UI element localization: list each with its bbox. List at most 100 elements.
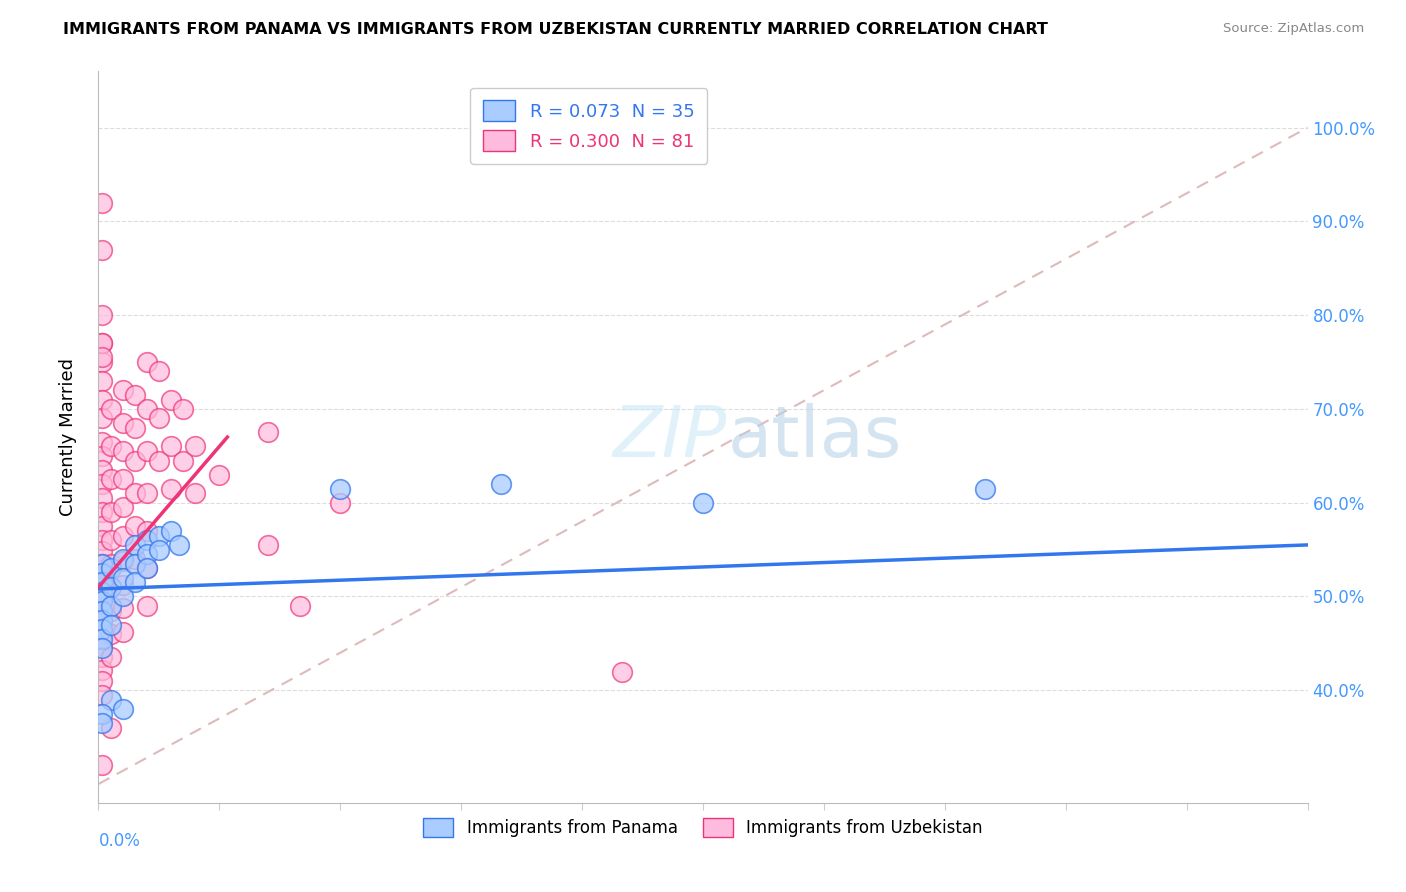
Point (91, 336, 114, 351)
Point (111, 383, 134, 397)
Point (256, 425, 278, 440)
Point (91, 374, 114, 388)
Point (256, 538, 278, 552)
Point (100, 561, 122, 575)
Point (124, 575, 146, 590)
Point (111, 528, 134, 542)
Point (91, 603, 114, 617)
Point (91, 544, 114, 558)
Point (111, 552, 134, 566)
Point (100, 580, 122, 594)
Point (100, 721, 122, 735)
Point (167, 538, 190, 552)
Point (135, 355, 157, 369)
Point (100, 505, 122, 519)
Point (124, 453, 146, 467)
Point (91, 632, 114, 646)
Point (91, 594, 114, 608)
Text: atlas: atlas (727, 402, 901, 472)
Point (91, 463, 114, 477)
Point (91, 591, 114, 606)
Point (111, 416, 134, 430)
Point (974, 482, 997, 496)
Point (91, 477, 114, 491)
Point (100, 440, 122, 454)
Point (91, 243, 114, 257)
Point (135, 401, 157, 416)
Point (124, 420, 146, 434)
Text: Source: ZipAtlas.com: Source: ZipAtlas.com (1223, 22, 1364, 36)
Point (329, 496, 352, 510)
Point (612, 665, 634, 679)
Legend: Immigrants from Panama, Immigrants from Uzbekistan: Immigrants from Panama, Immigrants from … (415, 810, 991, 846)
Point (160, 482, 183, 496)
Point (91, 688, 114, 702)
Point (91, 351, 114, 365)
Point (91, 557, 114, 571)
Point (172, 453, 194, 467)
Point (91, 650, 114, 665)
Point (91, 336, 114, 351)
Point (124, 388, 146, 402)
Point (135, 486, 157, 500)
Point (148, 528, 170, 542)
Point (160, 440, 183, 454)
Point (135, 599, 157, 613)
Point (124, 557, 146, 571)
Point (91, 557, 114, 571)
Point (172, 401, 194, 416)
Point (100, 557, 122, 571)
Point (91, 584, 114, 599)
Point (91, 434, 114, 449)
Point (100, 617, 122, 632)
Point (91, 641, 114, 656)
Point (91, 613, 114, 627)
Point (91, 623, 114, 637)
Point (124, 486, 146, 500)
Point (111, 472, 134, 486)
Point (91, 580, 114, 594)
Point (160, 392, 183, 407)
Point (135, 561, 157, 575)
Point (111, 590, 134, 604)
Point (91, 491, 114, 505)
Point (491, 477, 513, 491)
Point (91, 411, 114, 425)
Point (124, 519, 146, 533)
Point (135, 533, 157, 548)
Point (91, 615, 114, 630)
Point (160, 524, 183, 538)
Point (100, 603, 122, 617)
Point (91, 505, 114, 519)
Y-axis label: Currently Married: Currently Married (59, 358, 77, 516)
Point (135, 524, 157, 538)
Point (288, 599, 311, 613)
Point (91, 566, 114, 580)
Point (91, 355, 114, 369)
Point (100, 599, 122, 613)
Point (91, 627, 114, 641)
Point (91, 519, 114, 533)
Point (91, 449, 114, 463)
Point (111, 600, 134, 615)
Point (91, 603, 114, 617)
Point (135, 561, 157, 575)
Point (148, 411, 170, 425)
Point (329, 482, 352, 496)
Point (91, 706, 114, 721)
Text: ZIP: ZIP (613, 402, 727, 472)
Point (111, 554, 134, 568)
Point (111, 571, 134, 585)
Point (91, 195, 114, 210)
Point (692, 496, 714, 510)
Point (100, 692, 122, 706)
Point (91, 758, 114, 772)
Point (208, 467, 231, 482)
Point (111, 625, 134, 640)
Point (91, 308, 114, 322)
Point (91, 673, 114, 688)
Text: 0.0%: 0.0% (98, 832, 141, 850)
Point (148, 453, 170, 467)
Point (91, 638, 114, 652)
Point (91, 716, 114, 731)
